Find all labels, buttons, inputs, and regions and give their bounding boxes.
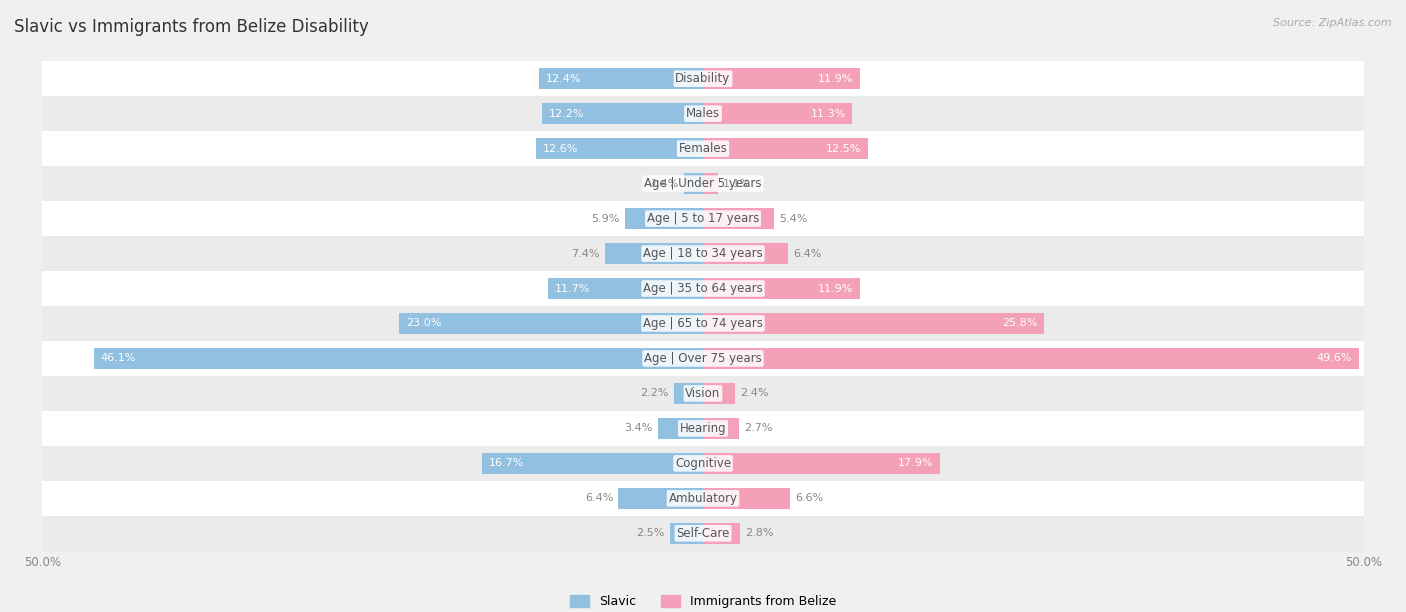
- Text: 2.5%: 2.5%: [637, 528, 665, 539]
- Bar: [658, 418, 703, 439]
- Bar: [703, 453, 939, 474]
- Text: 49.6%: 49.6%: [1316, 354, 1353, 364]
- Bar: [42, 341, 1364, 376]
- Text: 2.8%: 2.8%: [745, 528, 773, 539]
- Text: 12.4%: 12.4%: [546, 73, 581, 84]
- Bar: [703, 313, 1045, 334]
- Text: Source: ZipAtlas.com: Source: ZipAtlas.com: [1274, 18, 1392, 28]
- Bar: [703, 68, 860, 89]
- Bar: [538, 68, 703, 89]
- Text: 12.6%: 12.6%: [543, 144, 578, 154]
- Bar: [703, 278, 860, 299]
- Text: 11.9%: 11.9%: [818, 283, 853, 294]
- Text: 6.4%: 6.4%: [585, 493, 613, 503]
- Bar: [703, 173, 717, 194]
- Text: Age | 65 to 74 years: Age | 65 to 74 years: [643, 317, 763, 330]
- Bar: [703, 418, 738, 439]
- Bar: [685, 173, 703, 194]
- Bar: [94, 348, 703, 369]
- Bar: [399, 313, 703, 334]
- Bar: [42, 411, 1364, 446]
- Text: Vision: Vision: [685, 387, 721, 400]
- Bar: [703, 383, 735, 404]
- Text: 2.4%: 2.4%: [740, 389, 769, 398]
- Text: 25.8%: 25.8%: [1002, 318, 1038, 329]
- Bar: [703, 138, 868, 159]
- Bar: [703, 103, 852, 124]
- Text: Males: Males: [686, 107, 720, 120]
- Bar: [42, 201, 1364, 236]
- Text: 6.4%: 6.4%: [793, 248, 821, 258]
- Text: 1.4%: 1.4%: [651, 179, 679, 188]
- Bar: [703, 523, 740, 544]
- Bar: [626, 208, 703, 229]
- Bar: [42, 306, 1364, 341]
- Bar: [42, 166, 1364, 201]
- Bar: [548, 278, 703, 299]
- Text: Age | 5 to 17 years: Age | 5 to 17 years: [647, 212, 759, 225]
- Bar: [42, 131, 1364, 166]
- Text: 11.3%: 11.3%: [810, 109, 846, 119]
- Text: Self-Care: Self-Care: [676, 527, 730, 540]
- Bar: [703, 243, 787, 264]
- Bar: [42, 516, 1364, 551]
- Bar: [482, 453, 703, 474]
- Text: Slavic vs Immigrants from Belize Disability: Slavic vs Immigrants from Belize Disabil…: [14, 18, 368, 36]
- Bar: [42, 481, 1364, 516]
- Bar: [537, 138, 703, 159]
- Text: 11.9%: 11.9%: [818, 73, 853, 84]
- Text: Females: Females: [679, 142, 727, 155]
- Text: 46.1%: 46.1%: [100, 354, 136, 364]
- Text: 7.4%: 7.4%: [571, 248, 600, 258]
- Text: Disability: Disability: [675, 72, 731, 85]
- Bar: [42, 96, 1364, 131]
- Text: Hearing: Hearing: [679, 422, 727, 435]
- Text: Ambulatory: Ambulatory: [668, 492, 738, 505]
- Bar: [42, 236, 1364, 271]
- Text: 6.6%: 6.6%: [796, 493, 824, 503]
- Text: 16.7%: 16.7%: [489, 458, 524, 468]
- Text: 11.7%: 11.7%: [555, 283, 591, 294]
- Text: Cognitive: Cognitive: [675, 457, 731, 470]
- Bar: [42, 376, 1364, 411]
- Bar: [605, 243, 703, 264]
- Text: 5.4%: 5.4%: [780, 214, 808, 223]
- Text: Age | 35 to 64 years: Age | 35 to 64 years: [643, 282, 763, 295]
- Bar: [42, 271, 1364, 306]
- Text: 12.5%: 12.5%: [827, 144, 862, 154]
- Text: Age | Under 5 years: Age | Under 5 years: [644, 177, 762, 190]
- Legend: Slavic, Immigrants from Belize: Slavic, Immigrants from Belize: [569, 595, 837, 608]
- Bar: [42, 61, 1364, 96]
- Bar: [619, 488, 703, 509]
- Bar: [673, 383, 703, 404]
- Bar: [703, 348, 1358, 369]
- Text: 2.2%: 2.2%: [640, 389, 669, 398]
- Bar: [669, 523, 703, 544]
- Text: Age | 18 to 34 years: Age | 18 to 34 years: [643, 247, 763, 260]
- Bar: [541, 103, 703, 124]
- Bar: [703, 488, 790, 509]
- Text: 1.1%: 1.1%: [723, 179, 751, 188]
- Text: 23.0%: 23.0%: [405, 318, 441, 329]
- Bar: [703, 208, 775, 229]
- Text: 2.7%: 2.7%: [744, 424, 772, 433]
- Bar: [42, 446, 1364, 481]
- Text: 3.4%: 3.4%: [624, 424, 652, 433]
- Text: Age | Over 75 years: Age | Over 75 years: [644, 352, 762, 365]
- Text: 5.9%: 5.9%: [592, 214, 620, 223]
- Text: 17.9%: 17.9%: [897, 458, 934, 468]
- Text: 12.2%: 12.2%: [548, 109, 583, 119]
